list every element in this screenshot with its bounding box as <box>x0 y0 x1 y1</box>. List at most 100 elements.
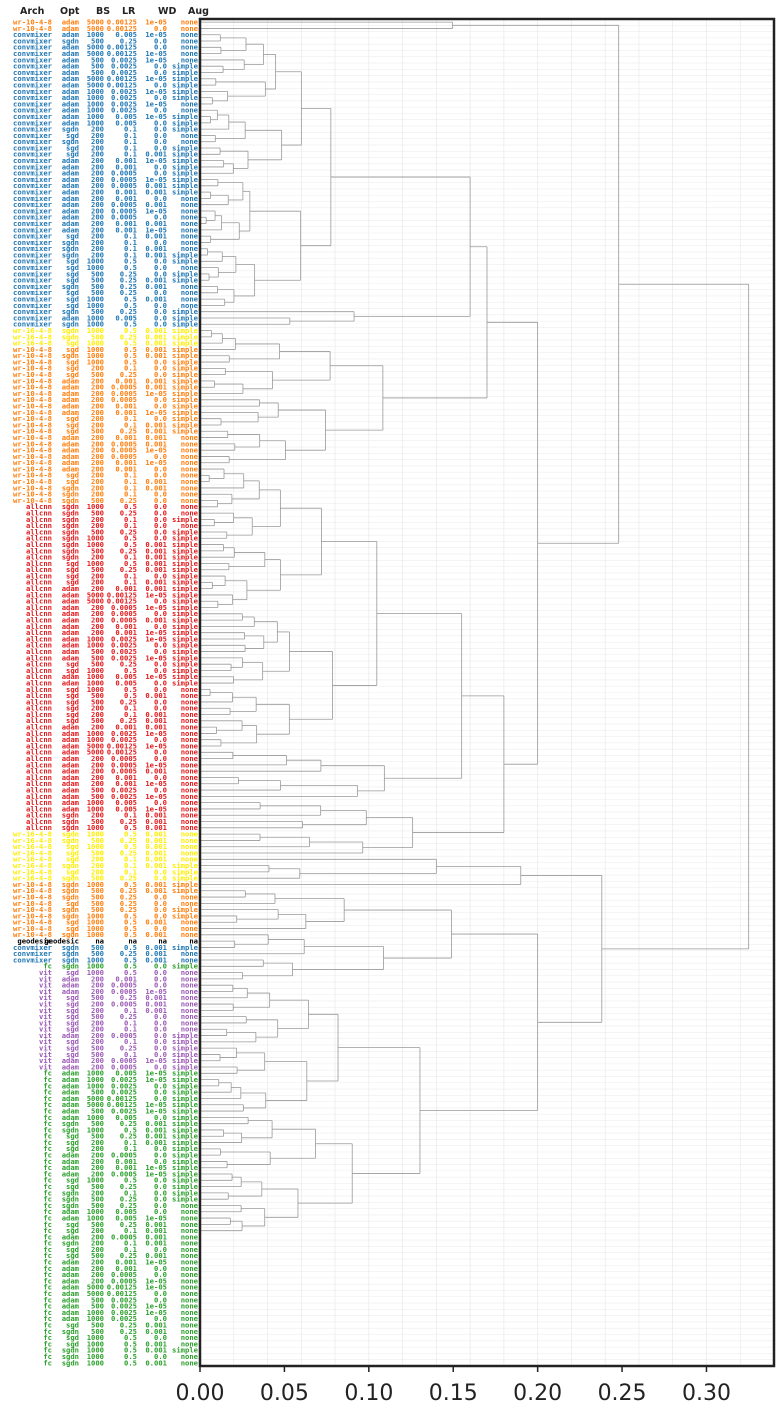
leaf-label-field: none <box>181 1239 199 1248</box>
leaf-label-field: 0.0 <box>154 597 167 606</box>
leaf-label-field: 200 <box>91 420 104 429</box>
leaf-label-field: fc <box>43 1346 52 1355</box>
leaf-label-field: 0.001 <box>145 836 167 845</box>
leaf-label-field: 0.001 <box>145 691 167 700</box>
leaf-label-field: vit <box>39 1012 52 1021</box>
leaf-label-field: 200 <box>91 1188 104 1197</box>
leaf-label: vit sgd 200 0.1 0.0 none <box>39 1025 199 1034</box>
leaf-label-field: simple <box>172 1075 199 1084</box>
leaf-label-field: 0.00125 <box>107 597 137 606</box>
leaf-label-field: sgd <box>66 1138 79 1147</box>
leaf-label-field: 1000 <box>87 534 104 543</box>
leaf-label-field: none <box>181 477 199 486</box>
leaf-label-field: 200 <box>91 710 104 719</box>
leaf-label-field: 0.0025 <box>111 68 137 77</box>
leaf-label: convmixer sgdn 200 0.1 0.0 none <box>13 238 199 247</box>
leaf-label-field: 0.1 <box>124 1226 137 1235</box>
leaf-label-field: 500 <box>91 660 104 669</box>
leaf-label-field: simple <box>172 357 199 366</box>
leaf-label-field: 0.0005 <box>111 439 137 448</box>
leaf-label: convmixer sgd 1000 0.5 0.001 none <box>13 295 199 304</box>
leaf-label-field: adam <box>62 313 80 322</box>
leaf-label-field: adam <box>62 804 80 813</box>
leaf-label-field: allcnn <box>26 565 52 574</box>
leaf-label: allcnn adam 200 0.001 0.001 simple <box>26 584 199 593</box>
leaf-label-field: wr-10-4-8 <box>13 880 52 889</box>
leaf-label-field: wr-10-4-8 <box>13 414 52 423</box>
leaf-label-field: 0.1 <box>124 1018 137 1027</box>
leaf-label-field: vit <box>39 999 52 1008</box>
leaf-label-field: fc <box>43 1264 52 1273</box>
leaf-label-field: simple <box>172 603 199 612</box>
leaf-label-field: 0.0 <box>154 785 167 794</box>
leaf-label: allcnn adam 200 0.0005 0.001 simple <box>26 616 199 625</box>
leaf-label-field: none <box>181 49 199 58</box>
leaf-label-field: 500 <box>91 886 104 895</box>
leaf-label-field: 0.0005 <box>111 169 137 178</box>
leaf-label-field: allcnn <box>26 515 52 524</box>
leaf-label-field: sgd <box>66 716 79 725</box>
leaf-label-field: simple <box>172 1119 199 1128</box>
leaf-label-field: sgd <box>66 666 79 675</box>
leaf-label-field: 0.001 <box>145 427 167 436</box>
leaf-label-field: sgdn <box>62 949 79 958</box>
leaf-label-field: 0.0025 <box>111 634 137 643</box>
leaf-label-field: 1000 <box>87 1207 104 1216</box>
leaf-label: fc sgd 1000 0.5 0.0 none <box>43 1333 198 1342</box>
leaf-label-field: 200 <box>91 1151 104 1160</box>
leaf-label-field: 0.0 <box>154 1201 167 1210</box>
leaf-label-field: 200 <box>91 1031 104 1040</box>
leaf-label-field: none <box>181 981 199 990</box>
leaf-label-field: 500 <box>91 899 104 908</box>
leaf-label-field: adam <box>62 647 80 656</box>
leaf-label-field: 1000 <box>87 924 104 933</box>
leaf-label: convmixer adam 5000 0.00125 1e-05 simple <box>13 74 199 83</box>
leaf-label-field: sgdn <box>62 250 79 259</box>
leaf-label-field: 1000 <box>87 93 104 102</box>
leaf-label-field: 0.0 <box>154 892 167 901</box>
leaf-label: wr-10-4-8 adam 200 0.0005 0.001 none <box>13 439 199 448</box>
leaf-label-field: adam <box>62 1081 80 1090</box>
leaf-label-field: 200 <box>91 1270 104 1279</box>
leaf-label-field: none <box>181 471 199 480</box>
leaf-label-field: 0.001 <box>145 955 167 964</box>
leaf-label-field: 0.0025 <box>111 792 137 801</box>
leaf-label-field: 0.0 <box>154 1207 167 1216</box>
leaf-label-field: wr-10-4-8 <box>13 930 52 939</box>
leaf-label-field: wr-10-4-8 <box>13 24 52 33</box>
leaf-label-field: vit <box>39 1062 52 1071</box>
leaf-label-field: 1000 <box>87 842 104 851</box>
leaf-label-field: convmixer <box>13 55 53 64</box>
leaf-label-field: wr-10-4-8 <box>13 439 52 448</box>
leaf-label-field: adam <box>62 773 80 782</box>
leaf-label-field: 0.25 <box>120 527 137 536</box>
leaf-label: convmixer sgd 1000 0.5 0.0 none <box>13 263 199 272</box>
leaf-label-field: wr-10-4-8 <box>13 408 52 417</box>
leaf-label-field: 0.00125 <box>107 748 137 757</box>
leaf-label: fc sgdn 1000 0.5 0.0 none <box>43 1352 198 1361</box>
leaf-label-field: none <box>181 1302 199 1311</box>
leaf-label-field: 0.0005 <box>111 767 137 776</box>
leaf-label-field: convmixer <box>13 244 53 253</box>
leaf-label-field: 0.1 <box>124 1239 137 1248</box>
leaf-label-field: allcnn <box>26 527 52 536</box>
leaf-label-field: simple <box>172 647 199 656</box>
leaf-label: wr-10-4-8 adam 200 0.001 0.0 simple <box>13 402 199 411</box>
leaf-label-field: fc <box>43 1245 52 1254</box>
leaf-label-field: 0.0 <box>154 1062 167 1071</box>
leaf-label-field: none <box>181 716 199 725</box>
leaf-label-field: fc <box>43 1352 52 1361</box>
leaf-label-field: 500 <box>91 1050 104 1059</box>
leaf-label: fc sgd 500 0.25 0.001 simple <box>43 1132 198 1141</box>
leaf-label-field: 0.0 <box>154 1176 167 1185</box>
leaf-label: allcnn sgd 500 0.25 0.001 simple <box>26 565 199 574</box>
leaf-label-field: 0.5 <box>124 1346 137 1355</box>
leaf-label-field: 0.0025 <box>111 1075 137 1084</box>
leaf-label-field: 500 <box>91 1302 104 1311</box>
leaf-label-field: 0.1 <box>124 150 137 159</box>
leaf-label-field: adam <box>62 1151 80 1160</box>
leaf-label-field: wr-10-4-8 <box>13 483 52 492</box>
leaf-label-field: 0.005 <box>115 798 137 807</box>
leaf-label-field: 1000 <box>87 735 104 744</box>
leaf-label-field: 0.1 <box>124 143 137 152</box>
